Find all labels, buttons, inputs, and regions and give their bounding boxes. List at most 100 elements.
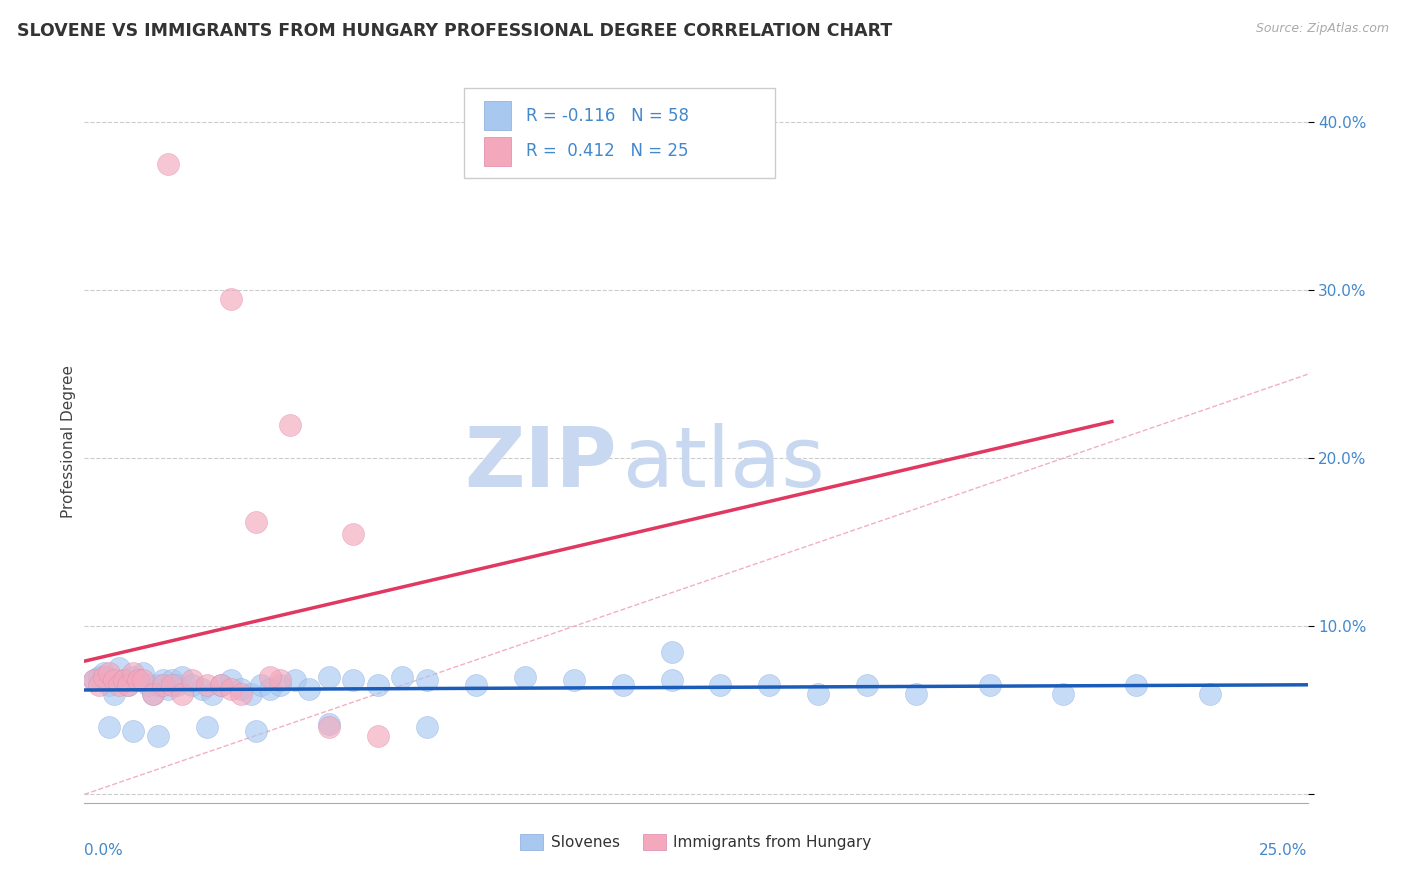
- Point: [162, 678, 184, 692]
- Y-axis label: Professional Degree: Professional Degree: [60, 365, 76, 518]
- Point: [172, 687, 194, 701]
- Point: [146, 678, 169, 692]
- Point: [209, 678, 232, 692]
- Point: [259, 681, 281, 696]
- FancyBboxPatch shape: [464, 87, 776, 178]
- Point: [367, 678, 389, 692]
- FancyBboxPatch shape: [484, 137, 512, 166]
- Point: [219, 292, 242, 306]
- Point: [132, 666, 155, 681]
- Point: [562, 673, 585, 687]
- Point: [661, 644, 683, 658]
- Point: [103, 687, 125, 701]
- Point: [162, 673, 184, 687]
- Text: Source: ZipAtlas.com: Source: ZipAtlas.com: [1256, 22, 1389, 36]
- Point: [83, 673, 105, 687]
- Point: [1198, 687, 1220, 701]
- Point: [132, 673, 155, 687]
- Point: [612, 678, 634, 692]
- Point: [127, 673, 149, 687]
- Point: [259, 670, 281, 684]
- Point: [284, 673, 307, 687]
- Point: [200, 687, 222, 701]
- Point: [142, 687, 165, 701]
- Point: [97, 678, 120, 692]
- Point: [298, 681, 321, 696]
- Point: [249, 678, 271, 692]
- Point: [97, 666, 120, 681]
- Point: [107, 678, 129, 692]
- FancyBboxPatch shape: [484, 101, 512, 130]
- Text: R = -0.116   N = 58: R = -0.116 N = 58: [526, 107, 689, 125]
- Point: [229, 681, 252, 696]
- Point: [342, 527, 364, 541]
- Point: [195, 678, 218, 692]
- Point: [229, 687, 252, 701]
- Point: [181, 678, 204, 692]
- Point: [172, 670, 194, 684]
- Text: SLOVENE VS IMMIGRANTS FROM HUNGARY PROFESSIONAL DEGREE CORRELATION CHART: SLOVENE VS IMMIGRANTS FROM HUNGARY PROFE…: [17, 22, 893, 40]
- Point: [156, 157, 179, 171]
- Point: [112, 673, 135, 687]
- Point: [278, 417, 301, 432]
- Legend: Slovenes, Immigrants from Hungary: Slovenes, Immigrants from Hungary: [515, 829, 877, 856]
- Point: [513, 670, 536, 684]
- Point: [1052, 687, 1074, 701]
- Point: [416, 720, 439, 734]
- Point: [87, 670, 110, 684]
- Text: R =  0.412   N = 25: R = 0.412 N = 25: [526, 142, 689, 160]
- Point: [245, 515, 267, 529]
- Point: [709, 678, 731, 692]
- Point: [807, 687, 830, 701]
- Point: [219, 673, 242, 687]
- Point: [464, 678, 486, 692]
- Point: [152, 678, 174, 692]
- Point: [269, 673, 291, 687]
- Point: [318, 670, 340, 684]
- Point: [209, 678, 232, 692]
- Point: [342, 673, 364, 687]
- Point: [136, 678, 159, 692]
- Point: [318, 720, 340, 734]
- Point: [122, 670, 145, 684]
- Point: [156, 681, 179, 696]
- Point: [117, 678, 139, 692]
- Point: [367, 729, 389, 743]
- Point: [269, 678, 291, 692]
- Point: [181, 673, 204, 687]
- Point: [112, 673, 135, 687]
- Point: [103, 673, 125, 687]
- Text: atlas: atlas: [623, 423, 824, 504]
- Point: [391, 670, 413, 684]
- Point: [195, 720, 218, 734]
- Text: 25.0%: 25.0%: [1260, 843, 1308, 857]
- Point: [661, 673, 683, 687]
- Point: [93, 670, 115, 684]
- Text: 0.0%: 0.0%: [84, 843, 124, 857]
- Text: ZIP: ZIP: [464, 423, 616, 504]
- Point: [107, 661, 129, 675]
- Point: [191, 681, 214, 696]
- Point: [416, 673, 439, 687]
- Point: [146, 729, 169, 743]
- Point: [1125, 678, 1147, 692]
- Point: [83, 673, 105, 687]
- Point: [239, 687, 262, 701]
- Point: [758, 678, 780, 692]
- Point: [219, 681, 242, 696]
- Point: [152, 673, 174, 687]
- Point: [979, 678, 1001, 692]
- Point: [142, 687, 165, 701]
- Point: [245, 723, 267, 738]
- Point: [87, 678, 110, 692]
- Point: [97, 720, 120, 734]
- Point: [122, 666, 145, 681]
- Point: [856, 678, 879, 692]
- Point: [127, 673, 149, 687]
- Point: [166, 678, 188, 692]
- Point: [93, 666, 115, 681]
- Point: [122, 723, 145, 738]
- Point: [318, 716, 340, 731]
- Point: [905, 687, 928, 701]
- Point: [117, 678, 139, 692]
